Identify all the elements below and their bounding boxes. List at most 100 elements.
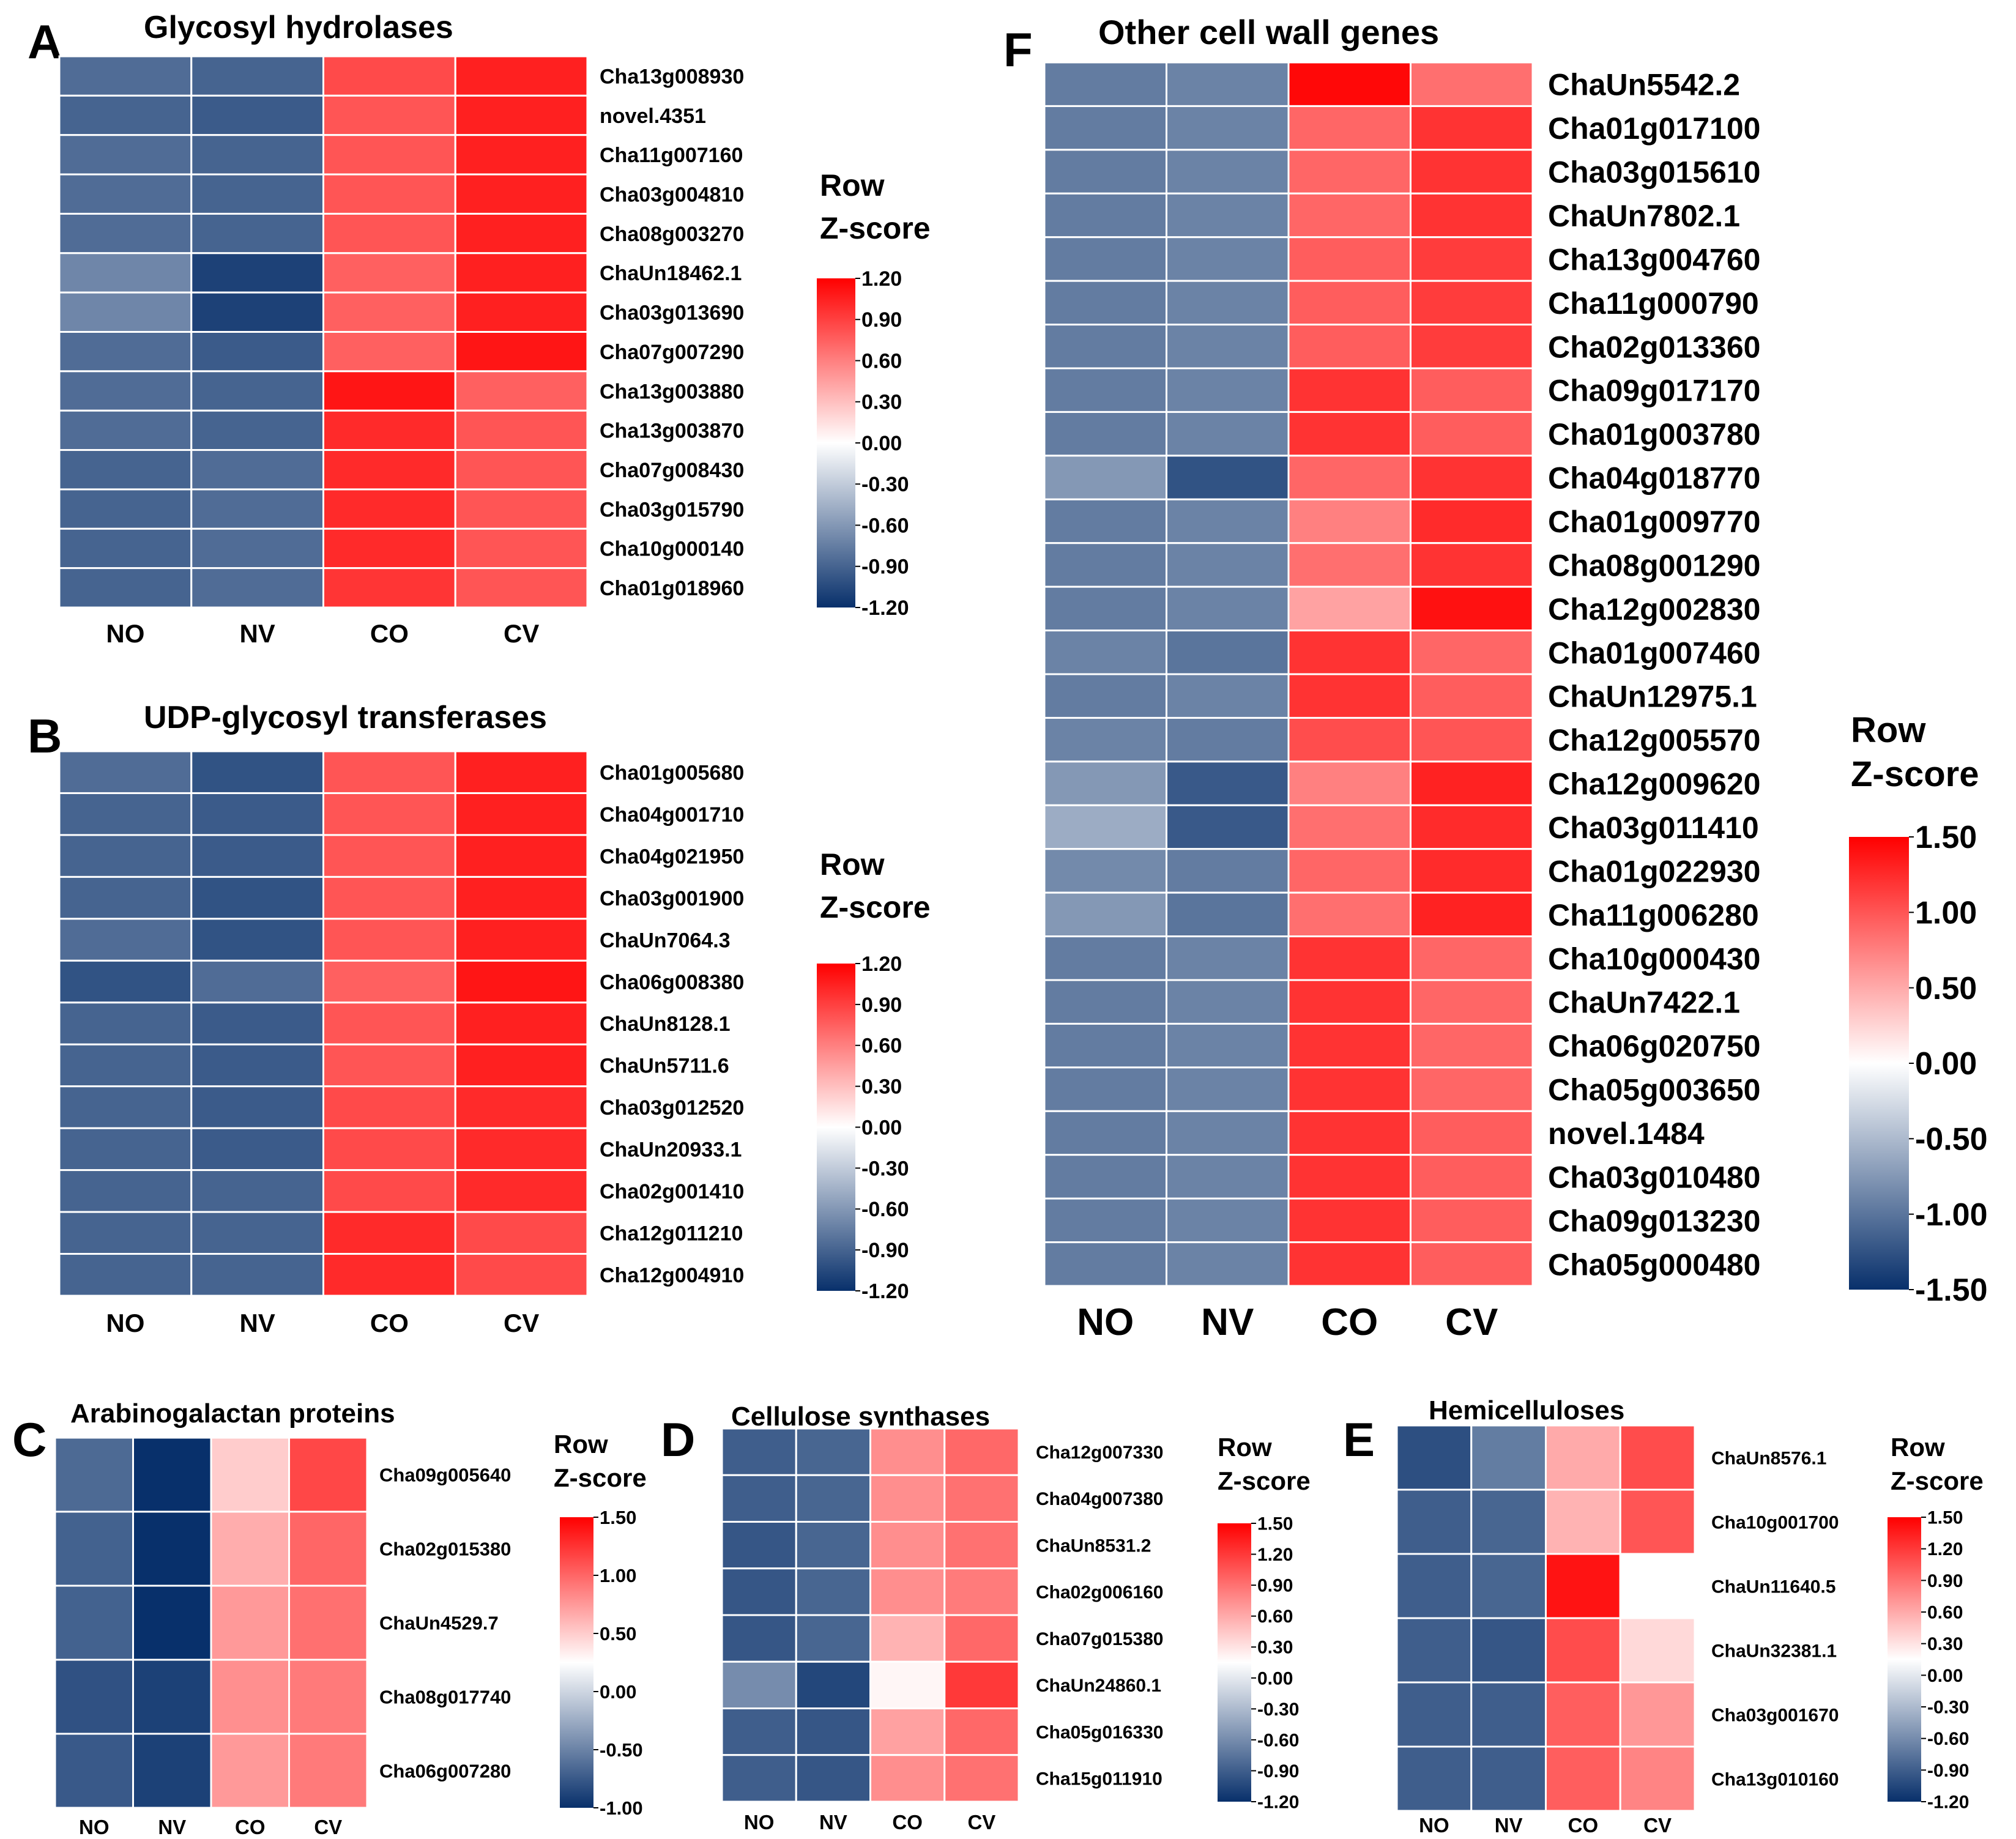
row-label: ChaUn8128.1 (600, 1012, 731, 1036)
heatmap-cell (322, 527, 456, 570)
heatmap-cell (58, 252, 193, 294)
column-label: NV (1495, 1814, 1523, 1837)
heatmap-cell (454, 1043, 589, 1088)
heatmap-cell (1043, 455, 1167, 500)
heatmap-cell (322, 212, 456, 254)
heatmap-cell (1287, 105, 1412, 151)
color-scale-tick-label: 0.00 (1257, 1668, 1293, 1689)
row-label: Cha13g003880 (600, 380, 744, 403)
heatmap-cell (1166, 367, 1290, 413)
heatmap-cell (288, 1585, 368, 1661)
row-label: novel.1484 (1548, 1116, 1705, 1151)
color-scale-tick-label: -1.20 (1927, 1793, 1969, 1813)
heatmap-cell (190, 252, 324, 294)
row-label: ChaUn7064.3 (600, 929, 731, 952)
heatmap-cell (1619, 1553, 1696, 1619)
row-label: Cha06g007280 (379, 1761, 511, 1782)
heatmap-cell (1410, 367, 1534, 413)
row-label: ChaUn8531.2 (1036, 1536, 1151, 1556)
row-label: Cha07g008430 (600, 459, 744, 482)
row-label: Cha08g003270 (600, 223, 744, 246)
heatmap-cell (190, 1253, 324, 1297)
heatmap-cell (1166, 804, 1290, 850)
color-scale-tick-label: -0.30 (861, 473, 909, 496)
color-scale-tick-label: 0.60 (1927, 1603, 1963, 1623)
heatmap-cell (1166, 105, 1290, 151)
panel-a: A Glycosyl hydrolases Cha13g008930 novel.43… (28, 10, 931, 648)
row-label: Cha12g004910 (600, 1264, 744, 1287)
heatmap-cell (190, 449, 324, 491)
color-scale-tick-label: 0.00 (1915, 1046, 1977, 1082)
heatmap-cell (1410, 149, 1534, 195)
color-scale-title: Row (554, 1430, 608, 1458)
heatmap-cell (58, 55, 193, 97)
row-label: Cha08g001290 (1548, 548, 1760, 582)
color-scale-tick-label: 0.00 (861, 1116, 902, 1139)
panel-letter: B (28, 709, 62, 763)
heatmap-cell (869, 1660, 946, 1709)
panel-title: Hemicelluloses (1429, 1395, 1624, 1425)
row-label: Cha01g009770 (1548, 505, 1760, 539)
column-label: CO (235, 1816, 266, 1838)
row-label: Cha09g017170 (1548, 374, 1760, 408)
heatmap-cell (132, 1585, 212, 1661)
heatmap-cell (454, 94, 589, 136)
heatmap-cell (190, 750, 324, 794)
heatmap-cell (322, 918, 456, 962)
heatmap-cell (1043, 1154, 1167, 1200)
heatmap-cell (288, 1436, 368, 1513)
column-label: NO (1077, 1301, 1134, 1343)
color-scale-bar (1849, 837, 1909, 1290)
column-label: NV (1201, 1301, 1254, 1343)
color-scale-tick-label: -1.00 (1915, 1197, 1988, 1233)
color-scale-title: Row (1851, 710, 1926, 750)
row-label: Cha11g007160 (600, 144, 743, 167)
color-scale-tick-label: 1.20 (1927, 1539, 1963, 1559)
heatmap-cell (1410, 891, 1534, 938)
heatmap-cell (58, 959, 193, 1004)
heatmap-cell (1470, 1617, 1547, 1684)
color-scale-tick-label: -0.30 (1927, 1698, 1969, 1718)
column-label: NV (239, 1309, 275, 1337)
heatmap-cell (454, 449, 589, 491)
color-scale-tick-label: 0.90 (1257, 1576, 1293, 1596)
heatmap-cell (1619, 1617, 1696, 1684)
heatmap-cell (1287, 280, 1412, 326)
color-scale-tick-label: 1.00 (600, 1565, 636, 1586)
heatmap-cell (1410, 935, 1534, 981)
color-scale-title: Z-score (820, 890, 931, 924)
color-scale-tick-label: -1.20 (861, 596, 909, 620)
row-label: Cha02g006160 (1036, 1583, 1163, 1603)
row-label: ChaUn7422.1 (1548, 986, 1740, 1020)
heatmap-cell (1470, 1488, 1547, 1555)
heatmap-cell (1287, 1066, 1412, 1112)
heatmap-cell (869, 1427, 946, 1476)
heatmap-cell (1287, 891, 1412, 938)
heatmap-cell (54, 1510, 134, 1587)
heatmap-cell (454, 1169, 589, 1213)
row-label: Cha02g013360 (1548, 330, 1760, 364)
color-scale-tick-label: -1.20 (861, 1280, 909, 1303)
heatmap-cell (1043, 716, 1167, 763)
heatmap-cell (58, 1169, 193, 1213)
column-label: CO (1321, 1301, 1378, 1343)
heatmap-cell (869, 1521, 946, 1570)
heatmap-cell (1410, 411, 1534, 457)
heatmap-cell (1166, 280, 1290, 326)
heatmap-cell (190, 527, 324, 570)
row-label: ChaUn5542.2 (1548, 68, 1740, 102)
heatmap-cell (58, 1253, 193, 1297)
row-label: Cha12g005570 (1548, 723, 1760, 757)
row-label: Cha03g010480 (1548, 1160, 1760, 1194)
heatmap-cell (1287, 1197, 1412, 1244)
column-label: CO (370, 619, 409, 648)
color-scale-tick-label: 0.00 (1927, 1666, 1963, 1686)
row-label: Cha01g018960 (600, 577, 744, 600)
heatmap-cell (454, 792, 589, 836)
color-scale-title: Row (1218, 1433, 1272, 1462)
column-label: NO (106, 619, 144, 648)
heatmap-cell (1396, 1488, 1473, 1555)
color-scale-title: Row (820, 168, 885, 202)
heatmap-cell (58, 173, 193, 215)
color-scale-tick-label: 0.50 (600, 1623, 636, 1644)
